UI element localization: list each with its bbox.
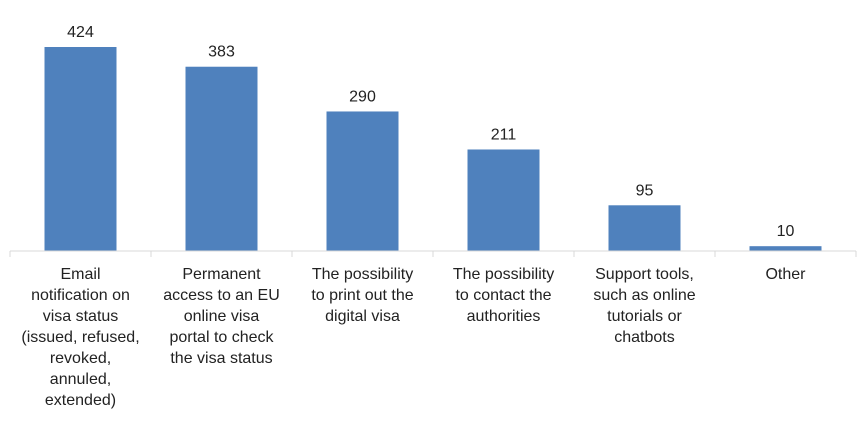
bar [185,66,258,252]
data-label: 290 [349,88,376,105]
x-tick-label: Permanent access to an EU online visa po… [163,266,280,367]
value-labels-group: 424 383 290 211 95 10 [67,24,794,240]
x-tick-label: The possibility to print out the digital… [311,266,414,325]
data-label: 10 [777,223,795,240]
bar [608,205,681,251]
x-tick-label: Support tools, such as online tutorials … [593,266,696,346]
bar-chart: 424 383 290 211 95 10 [9,24,857,257]
data-label: 383 [208,44,235,61]
x-tick-label: Email notification on visa status (issue… [21,266,140,409]
bars-group [44,47,822,252]
bar [467,149,540,251]
x-axis-ticks-group [9,251,857,257]
bar [749,246,822,251]
data-label: 211 [491,126,517,143]
x-tick-label: The possibility to contact the authoriti… [452,266,555,325]
data-label: 424 [67,24,94,41]
bar [326,111,399,251]
data-label: 95 [636,182,654,199]
bar [44,47,117,251]
x-tick-label: Other [765,266,806,283]
